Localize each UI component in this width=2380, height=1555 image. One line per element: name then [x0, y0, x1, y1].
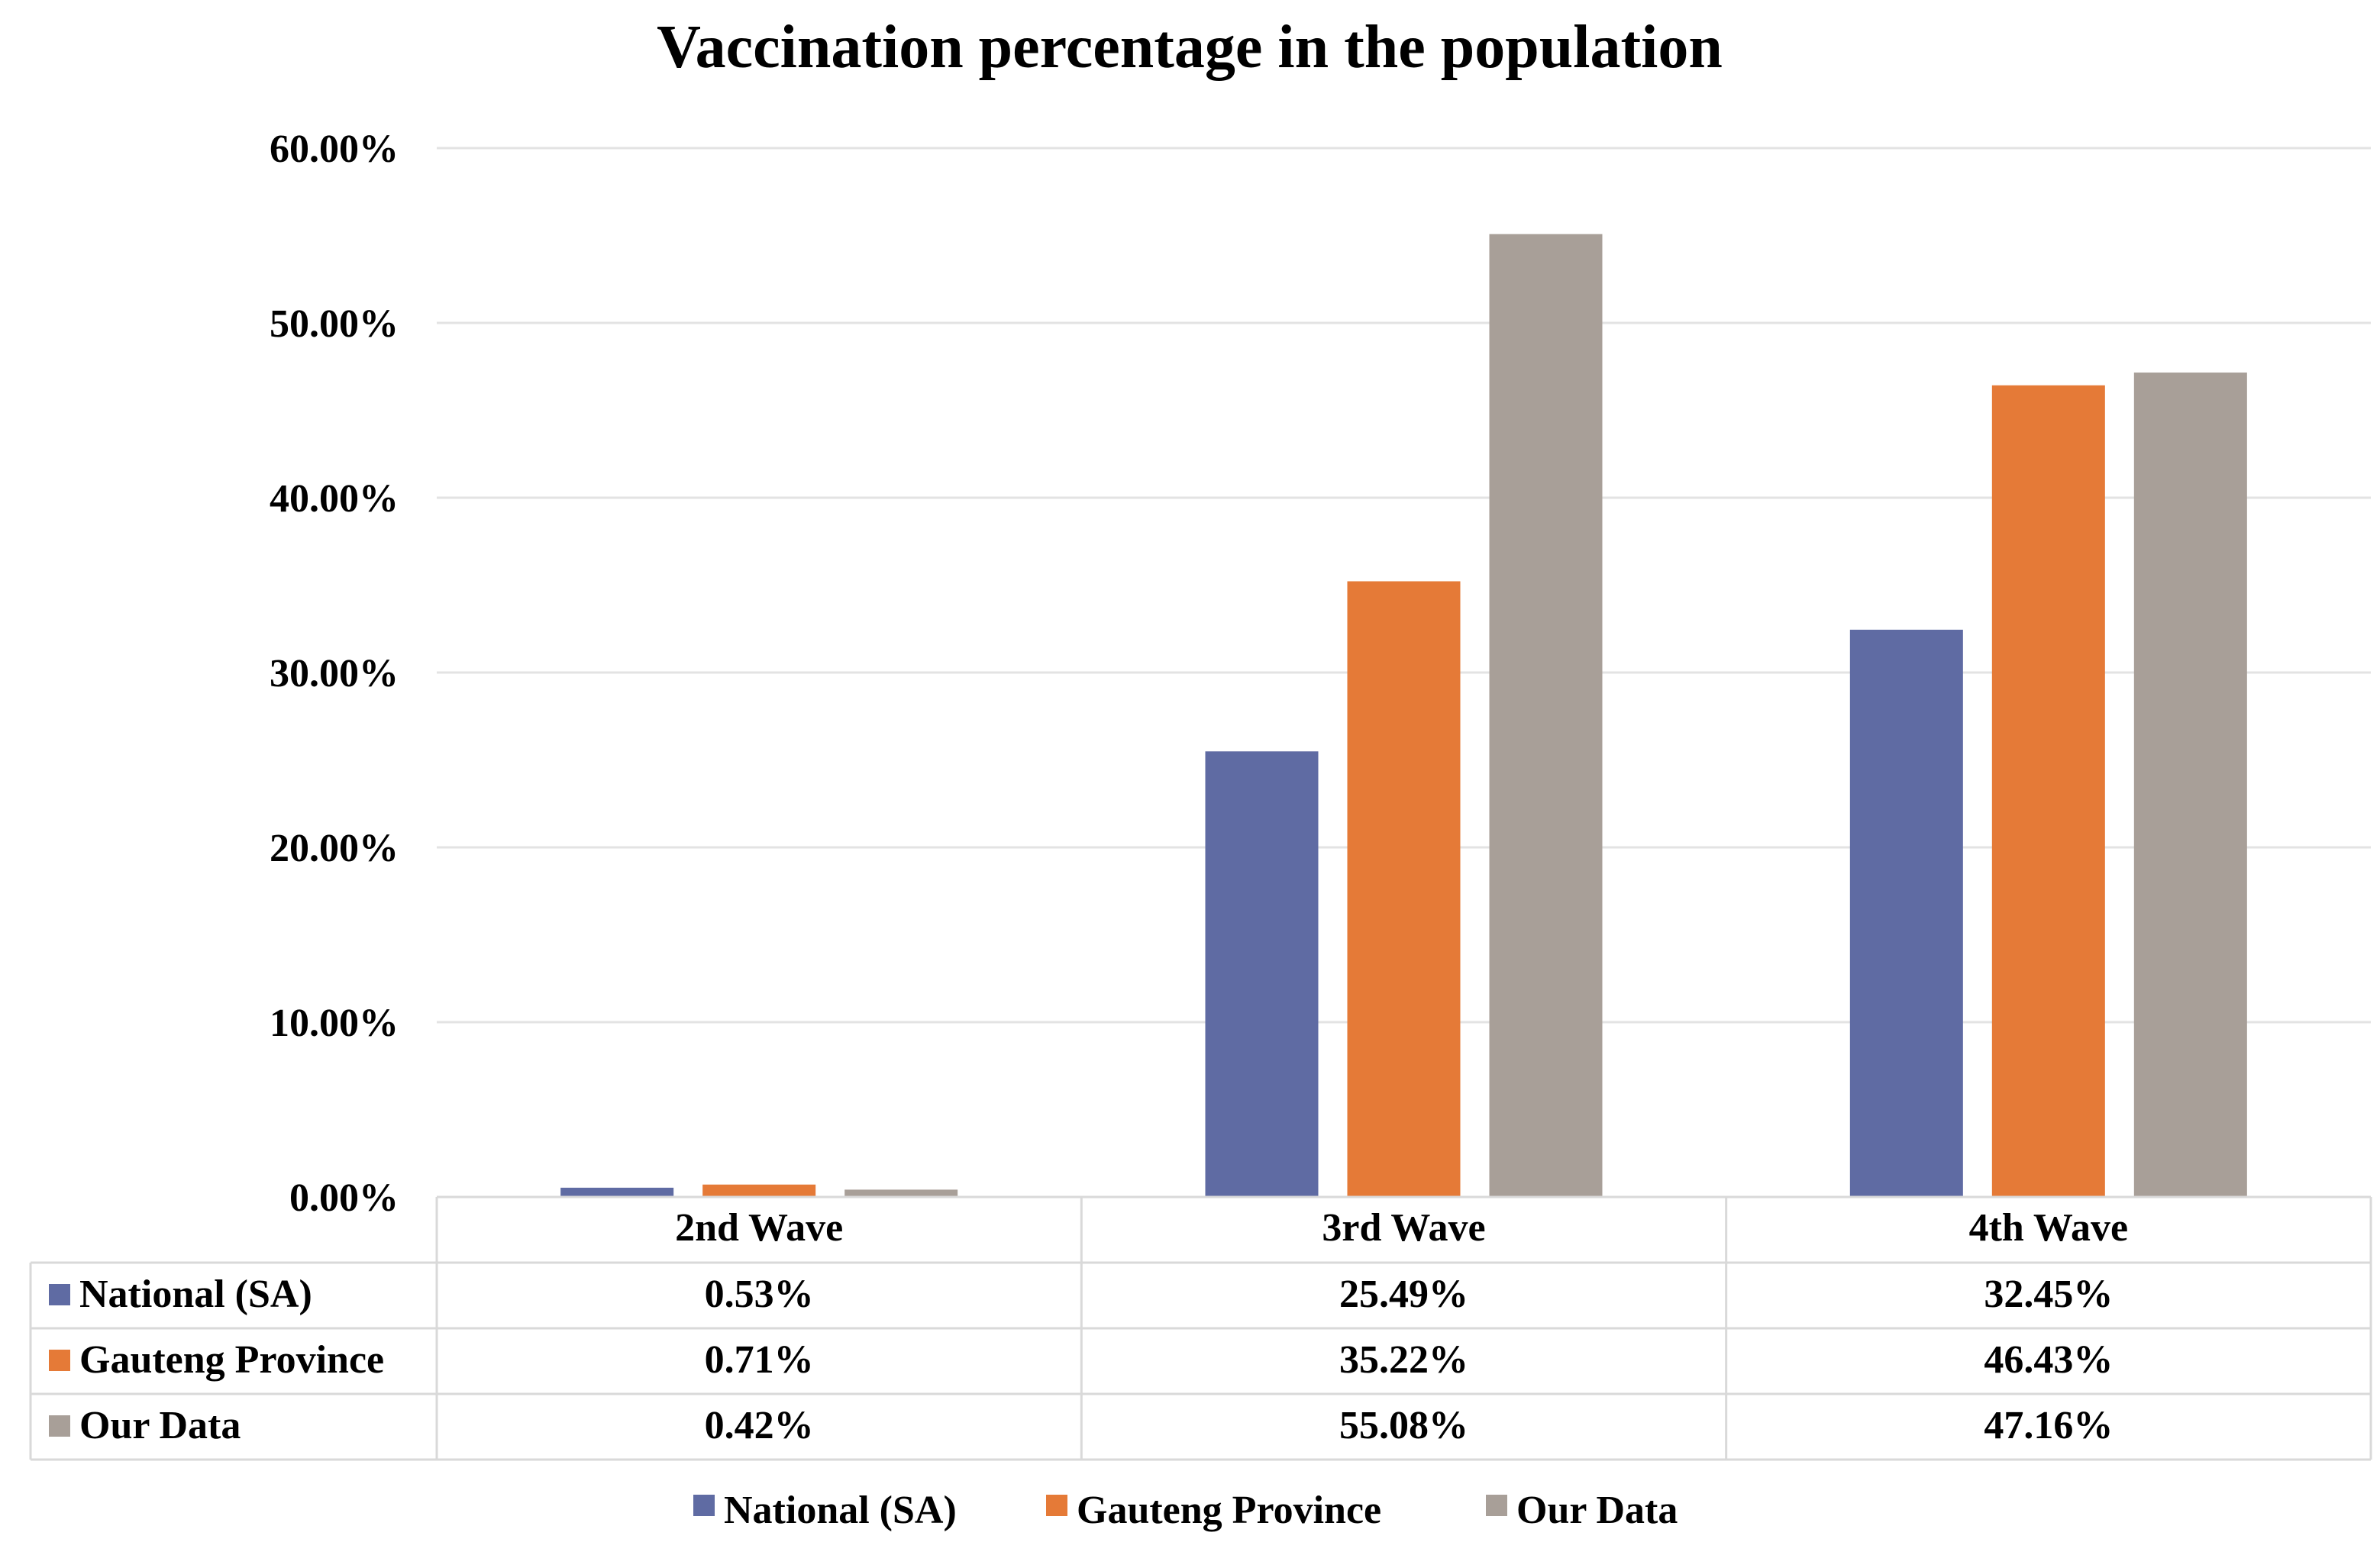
- category-label: 3rd Wave: [1322, 1206, 1485, 1250]
- table-row-label: Our Data: [79, 1404, 241, 1447]
- bar-our-data-3rd-wave: [1489, 234, 1603, 1198]
- category-label: 4th Wave: [1969, 1206, 2129, 1250]
- table-cell-value: 55.08%: [1339, 1404, 1468, 1447]
- table-row-label: Gauteng Province: [79, 1338, 384, 1382]
- chart-title: Vaccination percentage in the population: [657, 14, 1723, 81]
- table-cell-value: 47.16%: [1984, 1404, 2113, 1447]
- table-cell-value: 46.43%: [1984, 1338, 2113, 1382]
- bar-gauteng-province-2nd-wave: [702, 1184, 816, 1197]
- legend-swatch: [693, 1495, 715, 1516]
- legend-swatch: [1046, 1495, 1067, 1516]
- bar-gauteng-province-4th-wave: [1991, 385, 2105, 1198]
- table-cell-value: 0.53%: [705, 1273, 814, 1316]
- legend-label: National (SA): [724, 1489, 957, 1532]
- bar-national-sa-4th-wave: [1849, 629, 1963, 1197]
- bar-our-data-2nd-wave: [844, 1189, 958, 1197]
- bar-our-data-4th-wave: [2133, 373, 2247, 1197]
- y-tick-label: 0.00%: [289, 1176, 399, 1220]
- y-tick-label: 40.00%: [270, 477, 399, 521]
- bar-gauteng-province-3rd-wave: [1347, 581, 1461, 1197]
- legend: National (SA) Gauteng Province Our Data: [693, 1489, 1678, 1532]
- y-tick-label: 30.00%: [270, 652, 399, 695]
- data-table: 2nd Wave 3rd Wave 4th Wave National (SA) 0.5…: [29, 1195, 2372, 1461]
- table-cell-value: 35.22%: [1339, 1338, 1468, 1382]
- category-label: 2nd Wave: [675, 1206, 843, 1250]
- bar-national-sa-2nd-wave: [560, 1187, 674, 1197]
- y-tick-label: 20.00%: [270, 827, 399, 870]
- table-cell-value: 0.42%: [705, 1404, 814, 1447]
- legend-label: Gauteng Province: [1077, 1489, 1381, 1532]
- y-tick-label: 50.00%: [270, 302, 399, 346]
- legend-label: Our Data: [1516, 1489, 1678, 1532]
- bar-area: [560, 234, 2247, 1198]
- table-legend-key: [49, 1284, 70, 1305]
- y-tick-label: 10.00%: [270, 1002, 399, 1045]
- y-axis-tick-labels: 0.00% 10.00% 20.00% 30.00% 40.00% 50.00% 60.00…: [270, 127, 399, 1220]
- y-tick-label: 60.00%: [270, 127, 399, 171]
- table-legend-key: [49, 1415, 70, 1437]
- table-cell-value: 32.45%: [1984, 1273, 2113, 1316]
- table-cell-value: 25.49%: [1339, 1273, 1468, 1316]
- table-cell-value: 0.71%: [705, 1338, 814, 1382]
- bar-national-sa-3rd-wave: [1205, 751, 1319, 1197]
- legend-swatch: [1486, 1495, 1507, 1516]
- table-legend-key: [49, 1350, 70, 1371]
- table-row-label: National (SA): [79, 1273, 312, 1316]
